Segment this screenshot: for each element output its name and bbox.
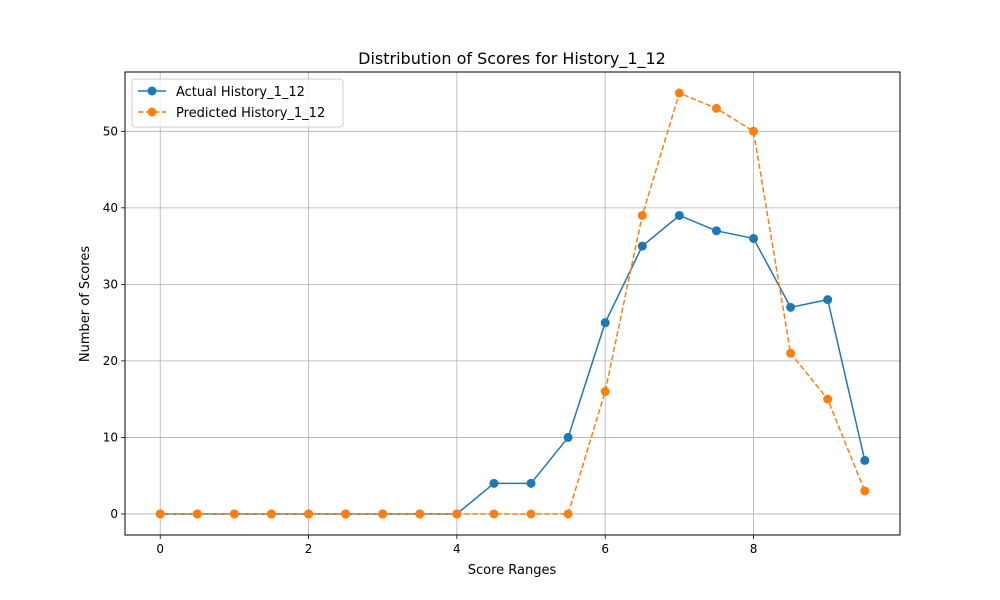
data-point <box>526 478 536 488</box>
x-axis-label: Score Ranges <box>468 563 557 578</box>
data-point <box>378 509 388 519</box>
data-point <box>600 387 610 397</box>
data-point <box>823 295 833 305</box>
y-axis: 0 10 20 30 40 50 <box>103 124 125 521</box>
data-point <box>563 432 573 442</box>
data-point <box>600 318 610 328</box>
y-tick-label: 10 <box>103 430 118 444</box>
x-tick-label: 2 <box>305 542 313 556</box>
data-point <box>489 478 499 488</box>
y-tick-label: 50 <box>103 124 118 138</box>
legend-label: Predicted History_1_12 <box>176 106 325 121</box>
data-point <box>266 509 276 519</box>
series-2 <box>155 88 870 519</box>
data-point <box>749 126 759 136</box>
x-axis: 0 2 4 6 8 <box>156 535 757 556</box>
data-point <box>563 509 573 519</box>
data-point <box>786 302 796 312</box>
legend-marker <box>147 86 157 96</box>
data-point <box>823 394 833 404</box>
data-point <box>674 210 684 220</box>
data-point <box>526 509 536 519</box>
data-point <box>155 509 165 519</box>
legend-box <box>131 78 344 128</box>
y-tick-label: 40 <box>103 201 118 215</box>
series-layer <box>155 88 870 519</box>
data-point <box>341 509 351 519</box>
data-point <box>860 486 870 496</box>
data-point <box>749 233 759 243</box>
y-tick-label: 30 <box>103 277 118 291</box>
x-tick-label: 6 <box>601 542 609 556</box>
series-line <box>160 92 866 515</box>
data-point <box>860 455 870 465</box>
grid <box>125 72 900 535</box>
data-point <box>674 88 684 98</box>
data-point <box>452 509 462 519</box>
data-point <box>711 226 721 236</box>
data-point <box>229 509 239 519</box>
x-tick-label: 0 <box>156 542 164 556</box>
data-point <box>415 509 425 519</box>
legend-marker <box>147 107 157 117</box>
data-point <box>711 103 721 113</box>
data-point <box>489 509 499 519</box>
x-tick-label: 8 <box>750 542 758 556</box>
y-tick-label: 20 <box>103 354 118 368</box>
data-point <box>637 241 647 251</box>
legend: Actual History_1_12 Predicted History_1_1… <box>131 78 344 128</box>
chart-title: Distribution of Scores for History_1_12 <box>358 49 666 69</box>
data-point <box>192 509 202 519</box>
data-point <box>637 210 647 220</box>
legend-label: Actual History_1_12 <box>176 85 305 100</box>
x-tick-label: 4 <box>453 542 461 556</box>
data-point <box>786 348 796 358</box>
data-point <box>304 509 314 519</box>
y-axis-label: Number of Scores <box>78 246 93 362</box>
plot-frame <box>124 71 901 536</box>
y-tick-label: 0 <box>110 507 118 521</box>
